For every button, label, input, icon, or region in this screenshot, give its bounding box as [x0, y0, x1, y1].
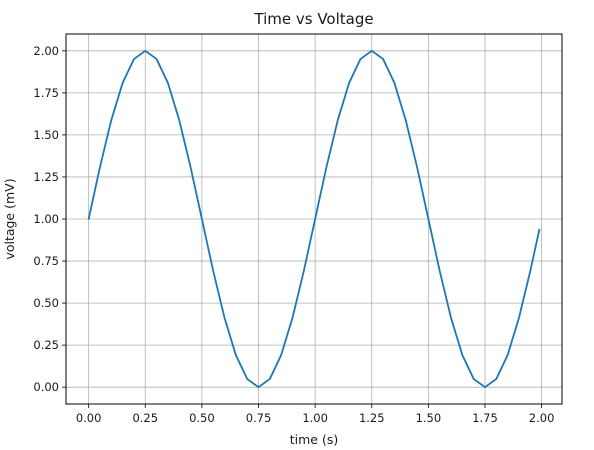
grid-lines	[66, 34, 562, 404]
series-layer	[87, 49, 541, 389]
x-tick-label: 1.00	[302, 411, 328, 425]
y-tick-label: 0.50	[33, 296, 59, 310]
chart-title: Time vs Voltage	[253, 10, 373, 28]
y-tick-label: 1.75	[33, 86, 59, 100]
y-tick-label: 2.00	[33, 44, 59, 58]
series-line	[87, 49, 541, 389]
x-tick-label: 1.75	[472, 411, 498, 425]
y-tick-label: 1.25	[33, 170, 59, 184]
x-tick-label: 0.75	[246, 411, 272, 425]
x-tick-label: 1.50	[416, 411, 442, 425]
axis-ticks: 0.00 0.25 0.50 0.75 1.00 1.25 1.50 1.75 2.00 0.00…	[33, 44, 554, 425]
y-tick-label: 1.50	[33, 128, 59, 142]
y-tick-label: 0.00	[33, 380, 59, 394]
x-axis-label: time (s)	[290, 432, 338, 447]
y-tick-label: 0.75	[33, 254, 59, 268]
x-tick-label: 1.25	[359, 411, 385, 425]
y-tick-label: 0.25	[33, 338, 59, 352]
y-tick-label: 1.00	[33, 212, 59, 226]
x-tick-label: 0.00	[76, 411, 102, 425]
x-tick-label: 0.50	[189, 411, 215, 425]
x-tick-label: 2.00	[529, 411, 555, 425]
y-axis-label: voltage (mV)	[2, 178, 17, 259]
x-tick-label: 0.25	[132, 411, 158, 425]
